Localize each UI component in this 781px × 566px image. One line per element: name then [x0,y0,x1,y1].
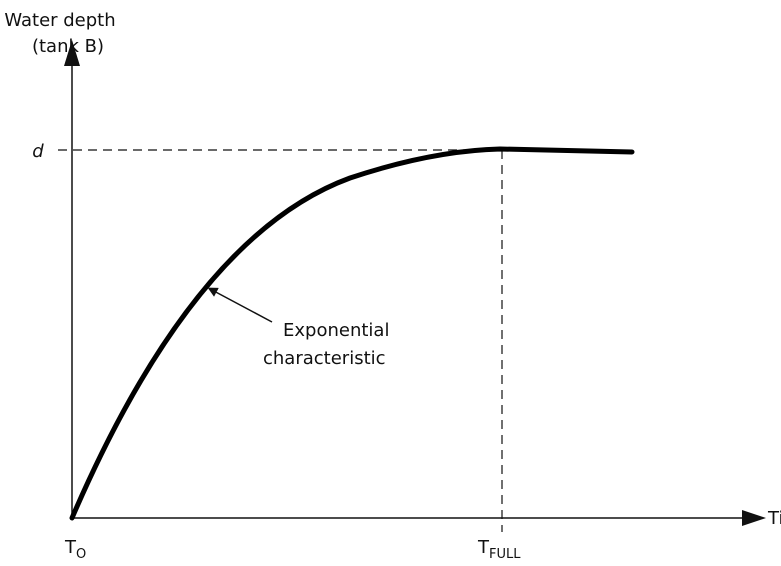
annotation: Exponential [283,320,389,341]
x-arrow [742,510,766,526]
y-label: Water depth [4,10,115,31]
end-sub: FULL [489,547,521,562]
x-label: Time [767,508,781,529]
start-label: TO [64,537,86,562]
annotation: characteristic [263,348,386,369]
level-label: d [32,141,44,162]
y-arrow [64,40,80,66]
start-sub: O [76,547,86,562]
annotation-arrow [207,287,273,323]
curve [69,146,635,521]
end-main: T [477,537,490,558]
y-label: (tank B) [32,36,104,57]
start-main: T [64,537,77,558]
end-label: TFULL [477,537,521,562]
